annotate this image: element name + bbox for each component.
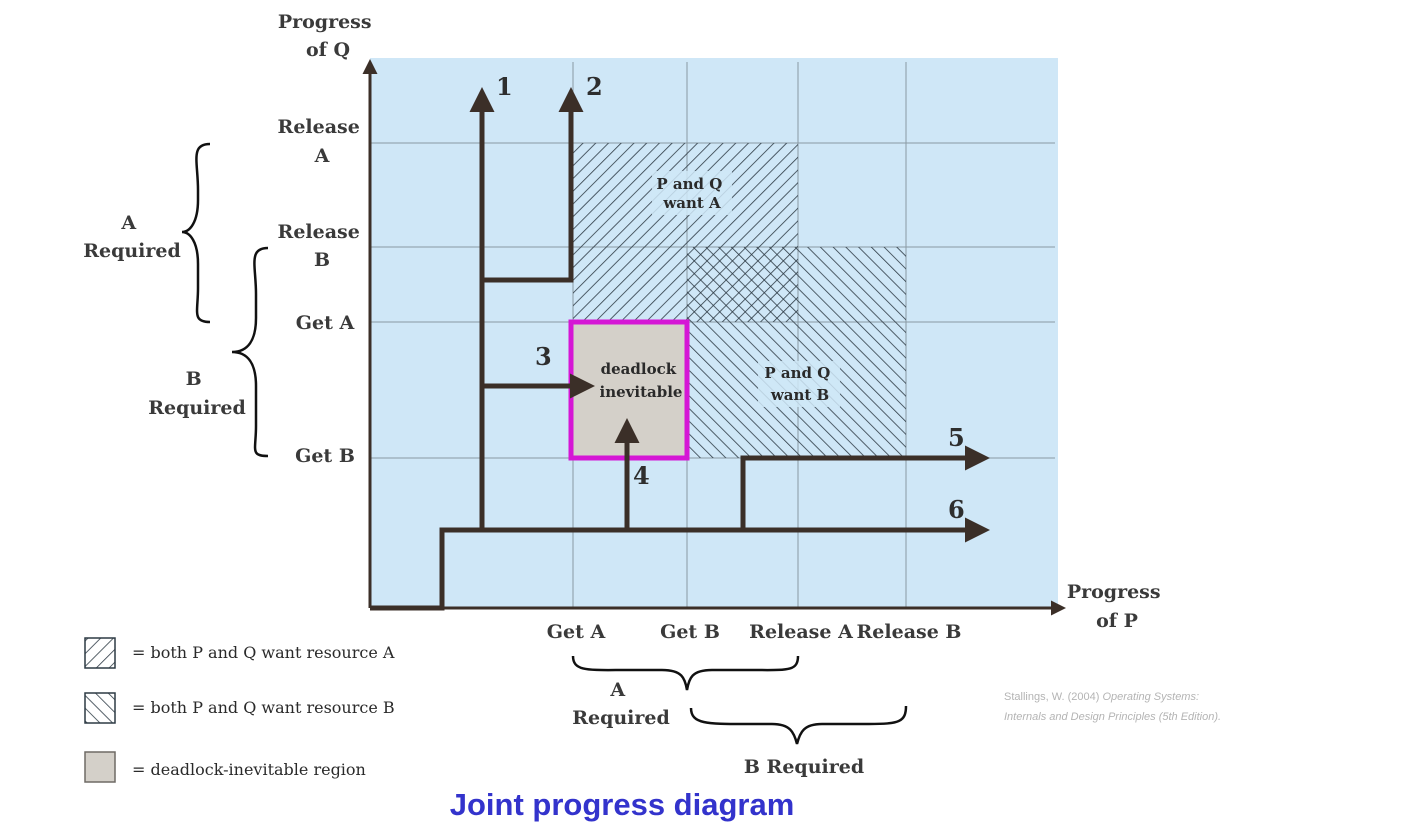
x-tick-get-b: Get B xyxy=(660,621,720,643)
x-tick-get-a: Get A xyxy=(547,621,606,643)
x-tick-release-a: Release A xyxy=(749,621,853,643)
path-6-label: 6 xyxy=(948,495,965,524)
y-tick-get-b: Get B xyxy=(295,445,355,467)
region-want-b xyxy=(687,247,906,458)
bracket-left-a-label: A Required xyxy=(83,212,181,262)
y-tick-release-a: Release A xyxy=(278,116,367,167)
path-3-label: 3 xyxy=(535,342,552,371)
path-5-label: 5 xyxy=(948,423,965,452)
x-tick-release-b: Release B xyxy=(857,621,962,643)
legend-swatch-hatch-b xyxy=(84,692,116,724)
legend-text-hatch-b: = both P and Q want resource B xyxy=(132,698,395,717)
brackets xyxy=(181,142,908,745)
legend-text-hatch-a: = both P and Q want resource A xyxy=(132,643,395,662)
execution-paths xyxy=(370,87,990,611)
legend-swatch-deadlock xyxy=(84,751,116,783)
y-axis-label: Progress of Q xyxy=(278,11,378,61)
diagram-title: Joint progress diagram xyxy=(450,787,795,822)
citation: Stallings, W. (2004) Operating Systems: xyxy=(1004,691,1199,703)
region-want-a-label: P and Q want A xyxy=(656,175,727,212)
y-tick-release-b: Release B xyxy=(278,221,367,271)
bracket-bottom-b-label: B Required xyxy=(744,756,864,778)
path-1-label: 1 xyxy=(496,72,513,101)
region-deadlock-label: deadlock inevitable xyxy=(600,360,683,401)
bracket-left-b-label: B Required xyxy=(148,368,246,419)
x-axis-label: Progress of P xyxy=(1067,581,1167,632)
y-tick-get-a: Get A xyxy=(296,312,355,334)
region-want-b-label: P and Q want B xyxy=(764,364,835,404)
path-2-label: 2 xyxy=(586,72,603,101)
legend-text-deadlock: = deadlock-inevitable region xyxy=(132,760,366,779)
axes xyxy=(362,59,1066,616)
legend: = both P and Q want resource A = both P … xyxy=(84,637,395,783)
citation-line-2: Internals and Design Principles (5th Edi… xyxy=(1004,711,1221,723)
bracket-bottom-a-label: A Required xyxy=(572,679,670,729)
path-4-label: 4 xyxy=(633,461,650,490)
legend-swatch-hatch-a xyxy=(84,637,116,669)
